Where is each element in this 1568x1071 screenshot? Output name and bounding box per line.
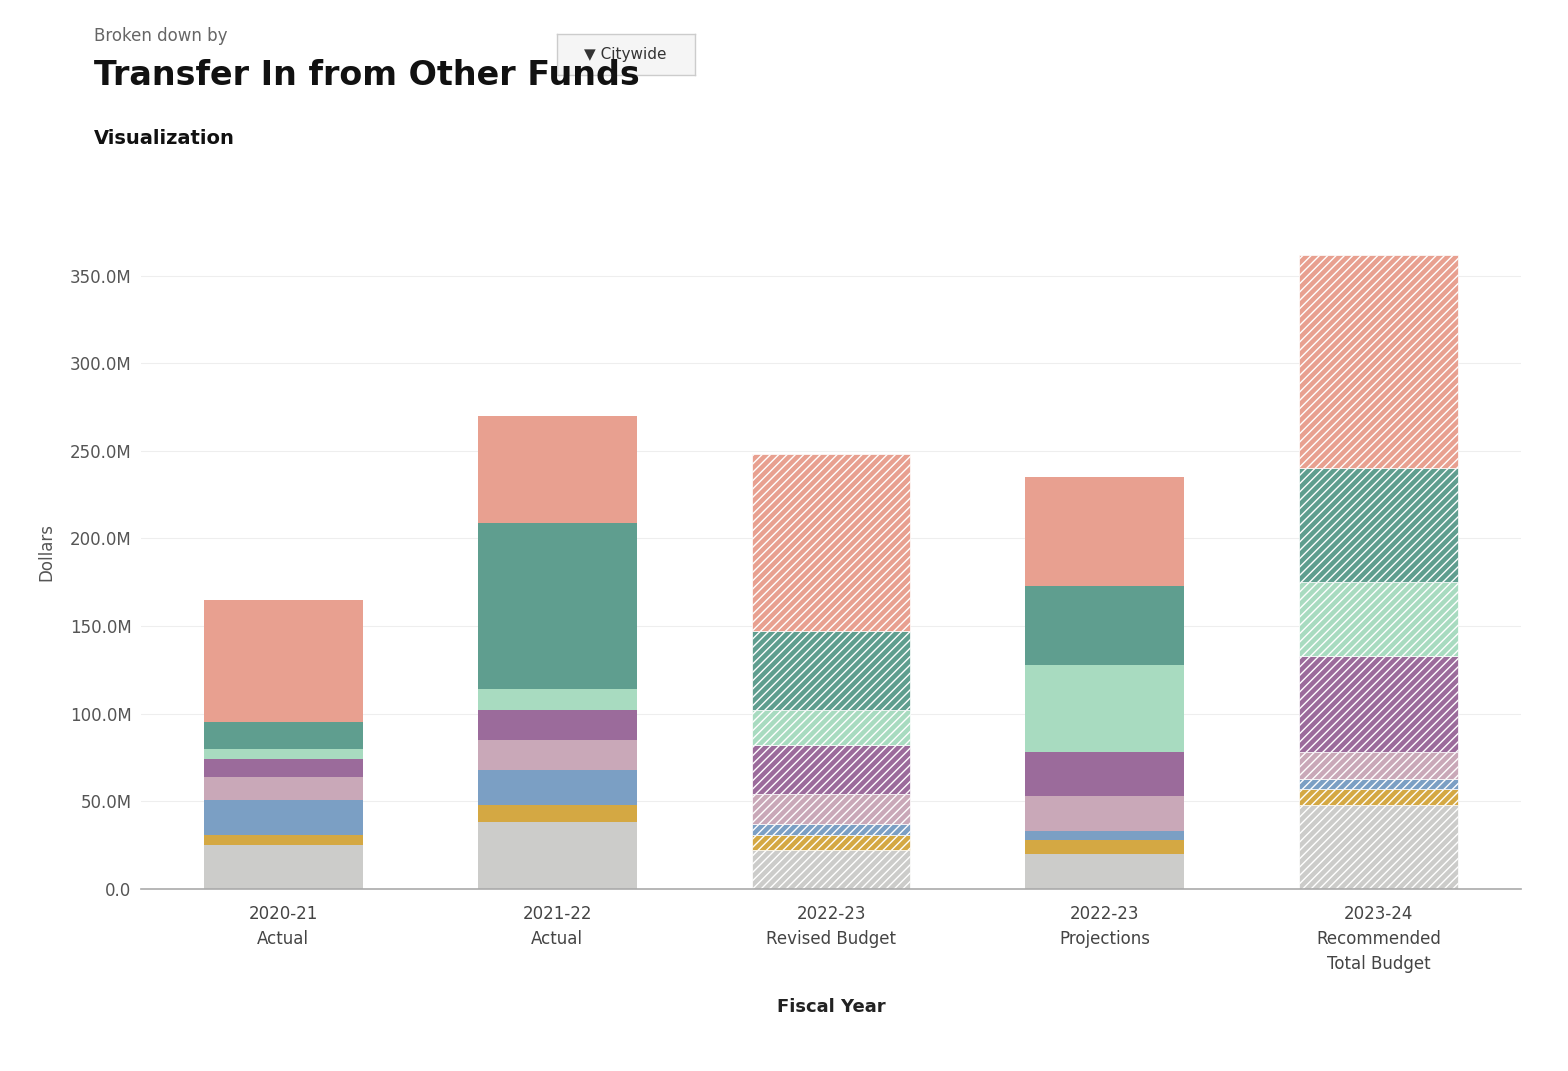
Bar <box>1300 583 1458 655</box>
Text: Broken down by: Broken down by <box>94 27 227 45</box>
Bar <box>1025 477 1184 586</box>
Y-axis label: Dollars: Dollars <box>38 523 56 580</box>
Bar <box>204 834 362 845</box>
Bar <box>1025 831 1184 840</box>
Bar <box>1300 752 1458 779</box>
Bar <box>1025 665 1184 752</box>
Bar <box>1300 255 1458 468</box>
Bar <box>1300 789 1458 804</box>
Bar <box>478 523 637 689</box>
Bar <box>478 710 637 740</box>
X-axis label: Fiscal Year: Fiscal Year <box>776 998 886 1016</box>
Bar <box>1300 468 1458 583</box>
Bar <box>751 834 911 850</box>
Bar <box>478 823 637 889</box>
Bar <box>1300 655 1458 752</box>
Bar <box>204 776 362 800</box>
Bar <box>478 740 637 770</box>
Bar <box>204 749 362 759</box>
Bar <box>751 631 911 710</box>
Bar <box>204 845 362 889</box>
Bar <box>478 804 637 823</box>
Bar <box>751 824 911 834</box>
Bar <box>204 723 362 749</box>
Bar <box>1300 779 1458 789</box>
Bar <box>751 850 911 889</box>
Text: Visualization: Visualization <box>94 129 235 148</box>
Bar <box>204 800 362 834</box>
Bar <box>751 710 911 745</box>
Bar <box>478 416 637 523</box>
Text: Transfer In from Other Funds: Transfer In from Other Funds <box>94 59 640 92</box>
Bar <box>1025 796 1184 831</box>
Bar <box>478 689 637 710</box>
Bar <box>204 759 362 776</box>
Bar <box>204 600 362 723</box>
Bar <box>1025 752 1184 796</box>
Text: ▼ Citywide: ▼ Citywide <box>585 47 666 62</box>
Bar <box>478 770 637 804</box>
Bar <box>751 795 911 824</box>
Bar <box>1025 586 1184 665</box>
Bar <box>1025 840 1184 854</box>
Bar <box>751 454 911 631</box>
Bar <box>1025 854 1184 889</box>
Bar <box>751 745 911 795</box>
Bar <box>1300 804 1458 889</box>
